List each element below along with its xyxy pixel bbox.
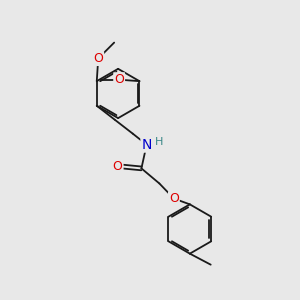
Text: O: O [93, 52, 103, 65]
Text: O: O [114, 73, 124, 86]
Text: N: N [141, 138, 152, 152]
Text: O: O [169, 192, 179, 205]
Text: O: O [113, 160, 123, 172]
Text: H: H [154, 137, 163, 147]
